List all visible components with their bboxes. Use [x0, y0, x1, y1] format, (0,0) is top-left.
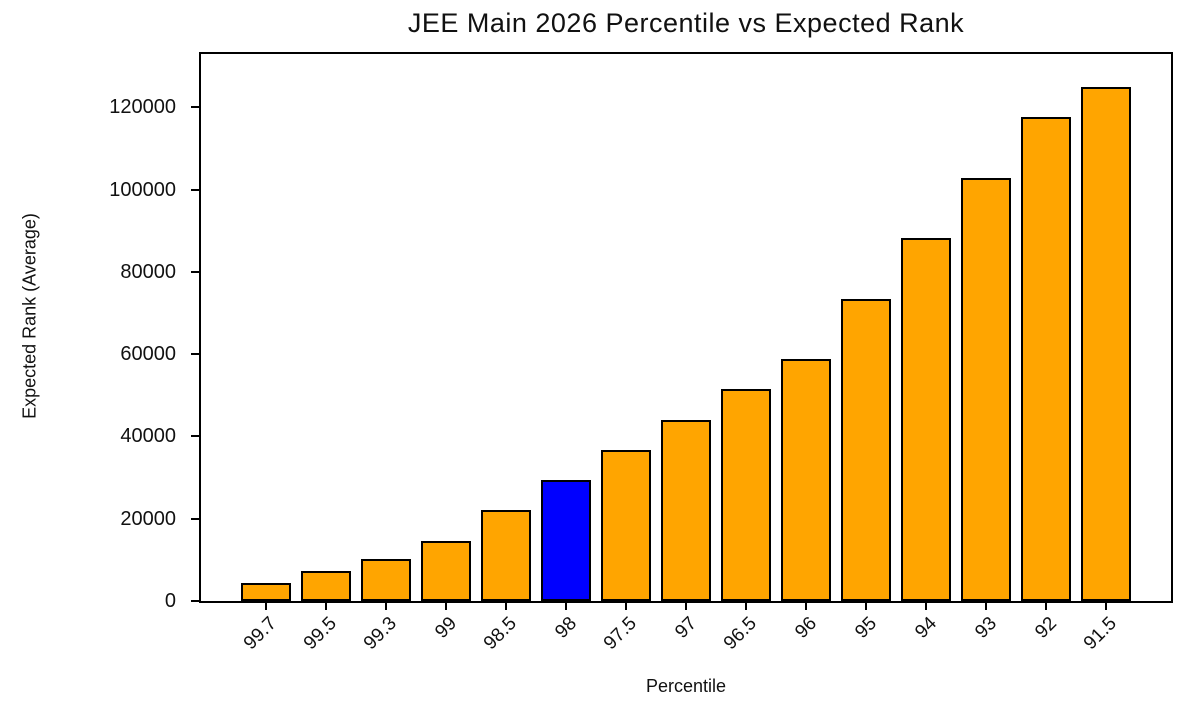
- bar-98: [541, 480, 591, 601]
- x-tick-label: 97.5: [599, 613, 641, 655]
- y-axis-label: Expected Rank (Average): [19, 213, 40, 419]
- y-tick-label: 20000: [120, 507, 176, 530]
- x-tick-mark: [865, 603, 867, 610]
- bar-96.5: [721, 389, 771, 601]
- y-tick-mark: [191, 188, 199, 191]
- y-tick-label: 60000: [120, 343, 176, 366]
- y-tick-mark: [191, 435, 199, 438]
- x-tick-mark: [1105, 603, 1107, 610]
- chart-title: JEE Main 2026 Percentile vs Expected Ran…: [407, 8, 965, 38]
- x-tick-mark: [805, 603, 807, 610]
- y-tick-label: 100000: [109, 178, 176, 201]
- x-tick-mark: [385, 603, 387, 610]
- x-tick-mark: [925, 603, 927, 610]
- x-tick-label: 95: [851, 613, 881, 643]
- bar-99.3: [361, 559, 411, 601]
- x-tick-mark: [745, 603, 747, 610]
- x-tick-label: 96.5: [719, 613, 761, 655]
- x-tick-label: 93: [971, 613, 1001, 643]
- bar-96: [781, 359, 831, 601]
- x-tick-mark: [265, 603, 267, 610]
- y-tick-mark: [191, 106, 199, 109]
- y-tick-label: 0: [164, 590, 176, 612]
- x-axis-label: Percentile: [645, 676, 727, 696]
- bar-92: [1021, 117, 1071, 601]
- bar-93: [961, 178, 1011, 601]
- x-tick-label: 94: [911, 613, 941, 643]
- x-tick-mark: [565, 603, 567, 610]
- x-tick-mark: [505, 603, 507, 610]
- x-tick-label: 96: [791, 613, 821, 643]
- x-tick-label: 91.5: [1079, 613, 1121, 655]
- bar-91.5: [1081, 87, 1131, 601]
- plot-area: [199, 52, 1173, 603]
- x-tick-mark: [685, 603, 687, 610]
- bar-99.5: [301, 571, 351, 601]
- y-tick-label: 120000: [109, 96, 176, 119]
- y-tick-mark: [191, 600, 199, 602]
- x-tick-mark: [445, 603, 447, 610]
- bar-99.7: [241, 583, 291, 601]
- y-tick-mark: [191, 517, 199, 520]
- bar-97: [661, 420, 711, 601]
- y-tick-label: 40000: [120, 425, 176, 448]
- x-tick-label: 98.5: [479, 613, 521, 655]
- x-tick-label: 92: [1031, 613, 1061, 643]
- x-tick-mark: [1045, 603, 1047, 610]
- bar-95: [841, 299, 891, 601]
- y-tick-label: 80000: [120, 260, 176, 283]
- bar-98.5: [481, 510, 531, 601]
- y-tick-mark: [191, 270, 199, 273]
- bar-99: [421, 541, 471, 601]
- y-tick-mark: [191, 353, 199, 356]
- x-tick-label: 98: [551, 613, 581, 643]
- x-tick-label: 99: [431, 613, 461, 643]
- x-tick-label: 97: [671, 613, 701, 643]
- x-tick-mark: [985, 603, 987, 610]
- x-tick-mark: [625, 603, 627, 610]
- x-tick-label: 99.7: [239, 613, 281, 655]
- bar-94: [901, 238, 951, 601]
- bar-97.5: [601, 450, 651, 601]
- x-tick-label: 99.5: [299, 613, 341, 655]
- x-tick-mark: [325, 603, 327, 610]
- x-tick-label: 99.3: [359, 613, 401, 655]
